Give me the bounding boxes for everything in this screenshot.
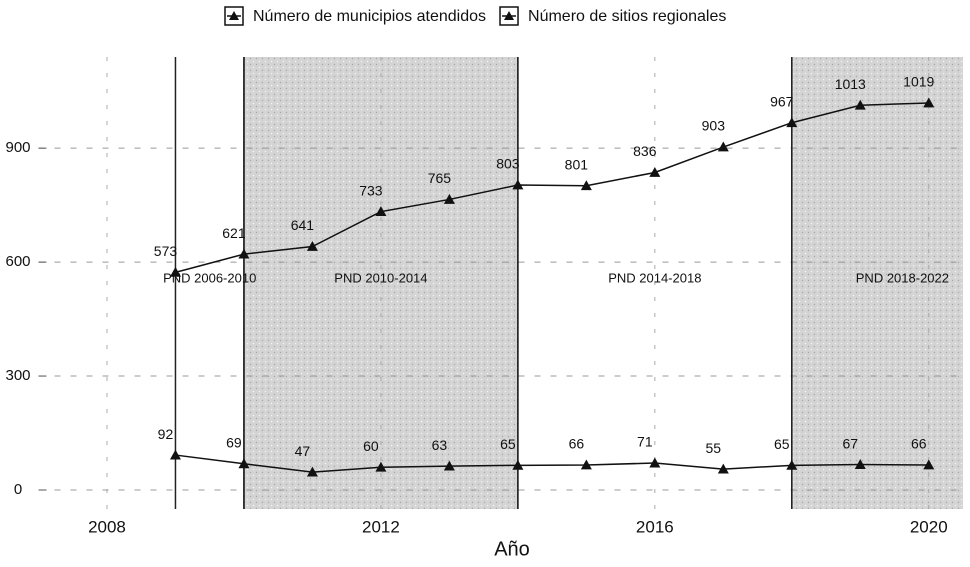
data-label: 65 <box>774 436 790 452</box>
data-label: 69 <box>226 435 242 451</box>
point-marker <box>443 193 455 204</box>
data-label: 836 <box>633 143 657 159</box>
data-label: 733 <box>359 182 383 198</box>
plot-area <box>38 57 963 509</box>
point-marker <box>238 458 250 469</box>
x-tick-label: 2008 <box>88 517 126 536</box>
point-marker <box>375 206 387 216</box>
point-marker <box>169 449 181 460</box>
data-label: 641 <box>291 217 315 233</box>
data-label: 1019 <box>903 74 934 90</box>
data-label: 621 <box>222 225 246 241</box>
point-marker <box>512 459 524 470</box>
y-tick-label: 900 <box>5 139 30 156</box>
period-band <box>175 57 244 509</box>
point-marker <box>580 459 592 470</box>
point-marker <box>786 459 798 470</box>
data-label: 66 <box>569 436 585 452</box>
y-tick-label: 300 <box>5 367 30 384</box>
data-label: 60 <box>363 438 379 454</box>
period-label: PND 2018-2022 <box>856 271 949 286</box>
point-marker <box>238 248 250 259</box>
point-marker <box>375 461 387 472</box>
data-label: 803 <box>496 156 520 172</box>
data-label: 71 <box>637 434 653 450</box>
data-label: 765 <box>428 170 452 186</box>
data-label: 967 <box>770 93 794 109</box>
point-marker <box>717 141 729 152</box>
point-marker <box>443 460 455 471</box>
legend: Número de municipios atendidos Número de … <box>224 6 726 26</box>
y-tick-label: 0 <box>14 481 22 498</box>
period-label: PND 2014-2018 <box>608 271 701 286</box>
series-line <box>175 454 929 473</box>
x-tick-label: 2016 <box>636 517 674 536</box>
point-marker <box>854 459 866 469</box>
point-marker <box>717 463 729 474</box>
point-marker <box>306 241 318 251</box>
y-tick-label: 600 <box>5 253 30 270</box>
period-label: PND 2006-2010 <box>163 271 256 286</box>
data-label: 65 <box>500 436 516 452</box>
point-marker <box>512 179 524 190</box>
data-label: 903 <box>702 118 726 134</box>
x-axis-title: Año <box>494 538 530 560</box>
point-marker <box>923 459 935 470</box>
data-label: 573 <box>154 243 178 259</box>
point-marker <box>580 180 592 191</box>
data-label: 92 <box>158 426 174 442</box>
data-label: 801 <box>565 156 589 172</box>
data-label: 63 <box>432 437 448 453</box>
point-marker <box>306 466 318 477</box>
data-label: 47 <box>295 443 311 459</box>
period-label: PND 2010-2014 <box>334 271 427 286</box>
point-marker <box>169 266 181 277</box>
x-tick-label: 2012 <box>362 517 400 536</box>
period-band <box>791 57 963 509</box>
data-label: 1013 <box>835 76 866 92</box>
legend-label: Número de sitios regionales <box>528 8 726 25</box>
point-marker <box>649 457 661 468</box>
legend-label: Número de municipios atendidos <box>253 8 486 25</box>
point-marker <box>923 97 935 108</box>
point-marker <box>854 99 866 110</box>
data-label: 55 <box>706 440 722 456</box>
x-tick-label: 2020 <box>910 517 948 536</box>
point-marker <box>649 166 661 177</box>
series-line <box>175 102 929 274</box>
point-marker <box>786 117 798 128</box>
data-label: 67 <box>842 435 858 451</box>
data-label: 66 <box>911 436 927 452</box>
